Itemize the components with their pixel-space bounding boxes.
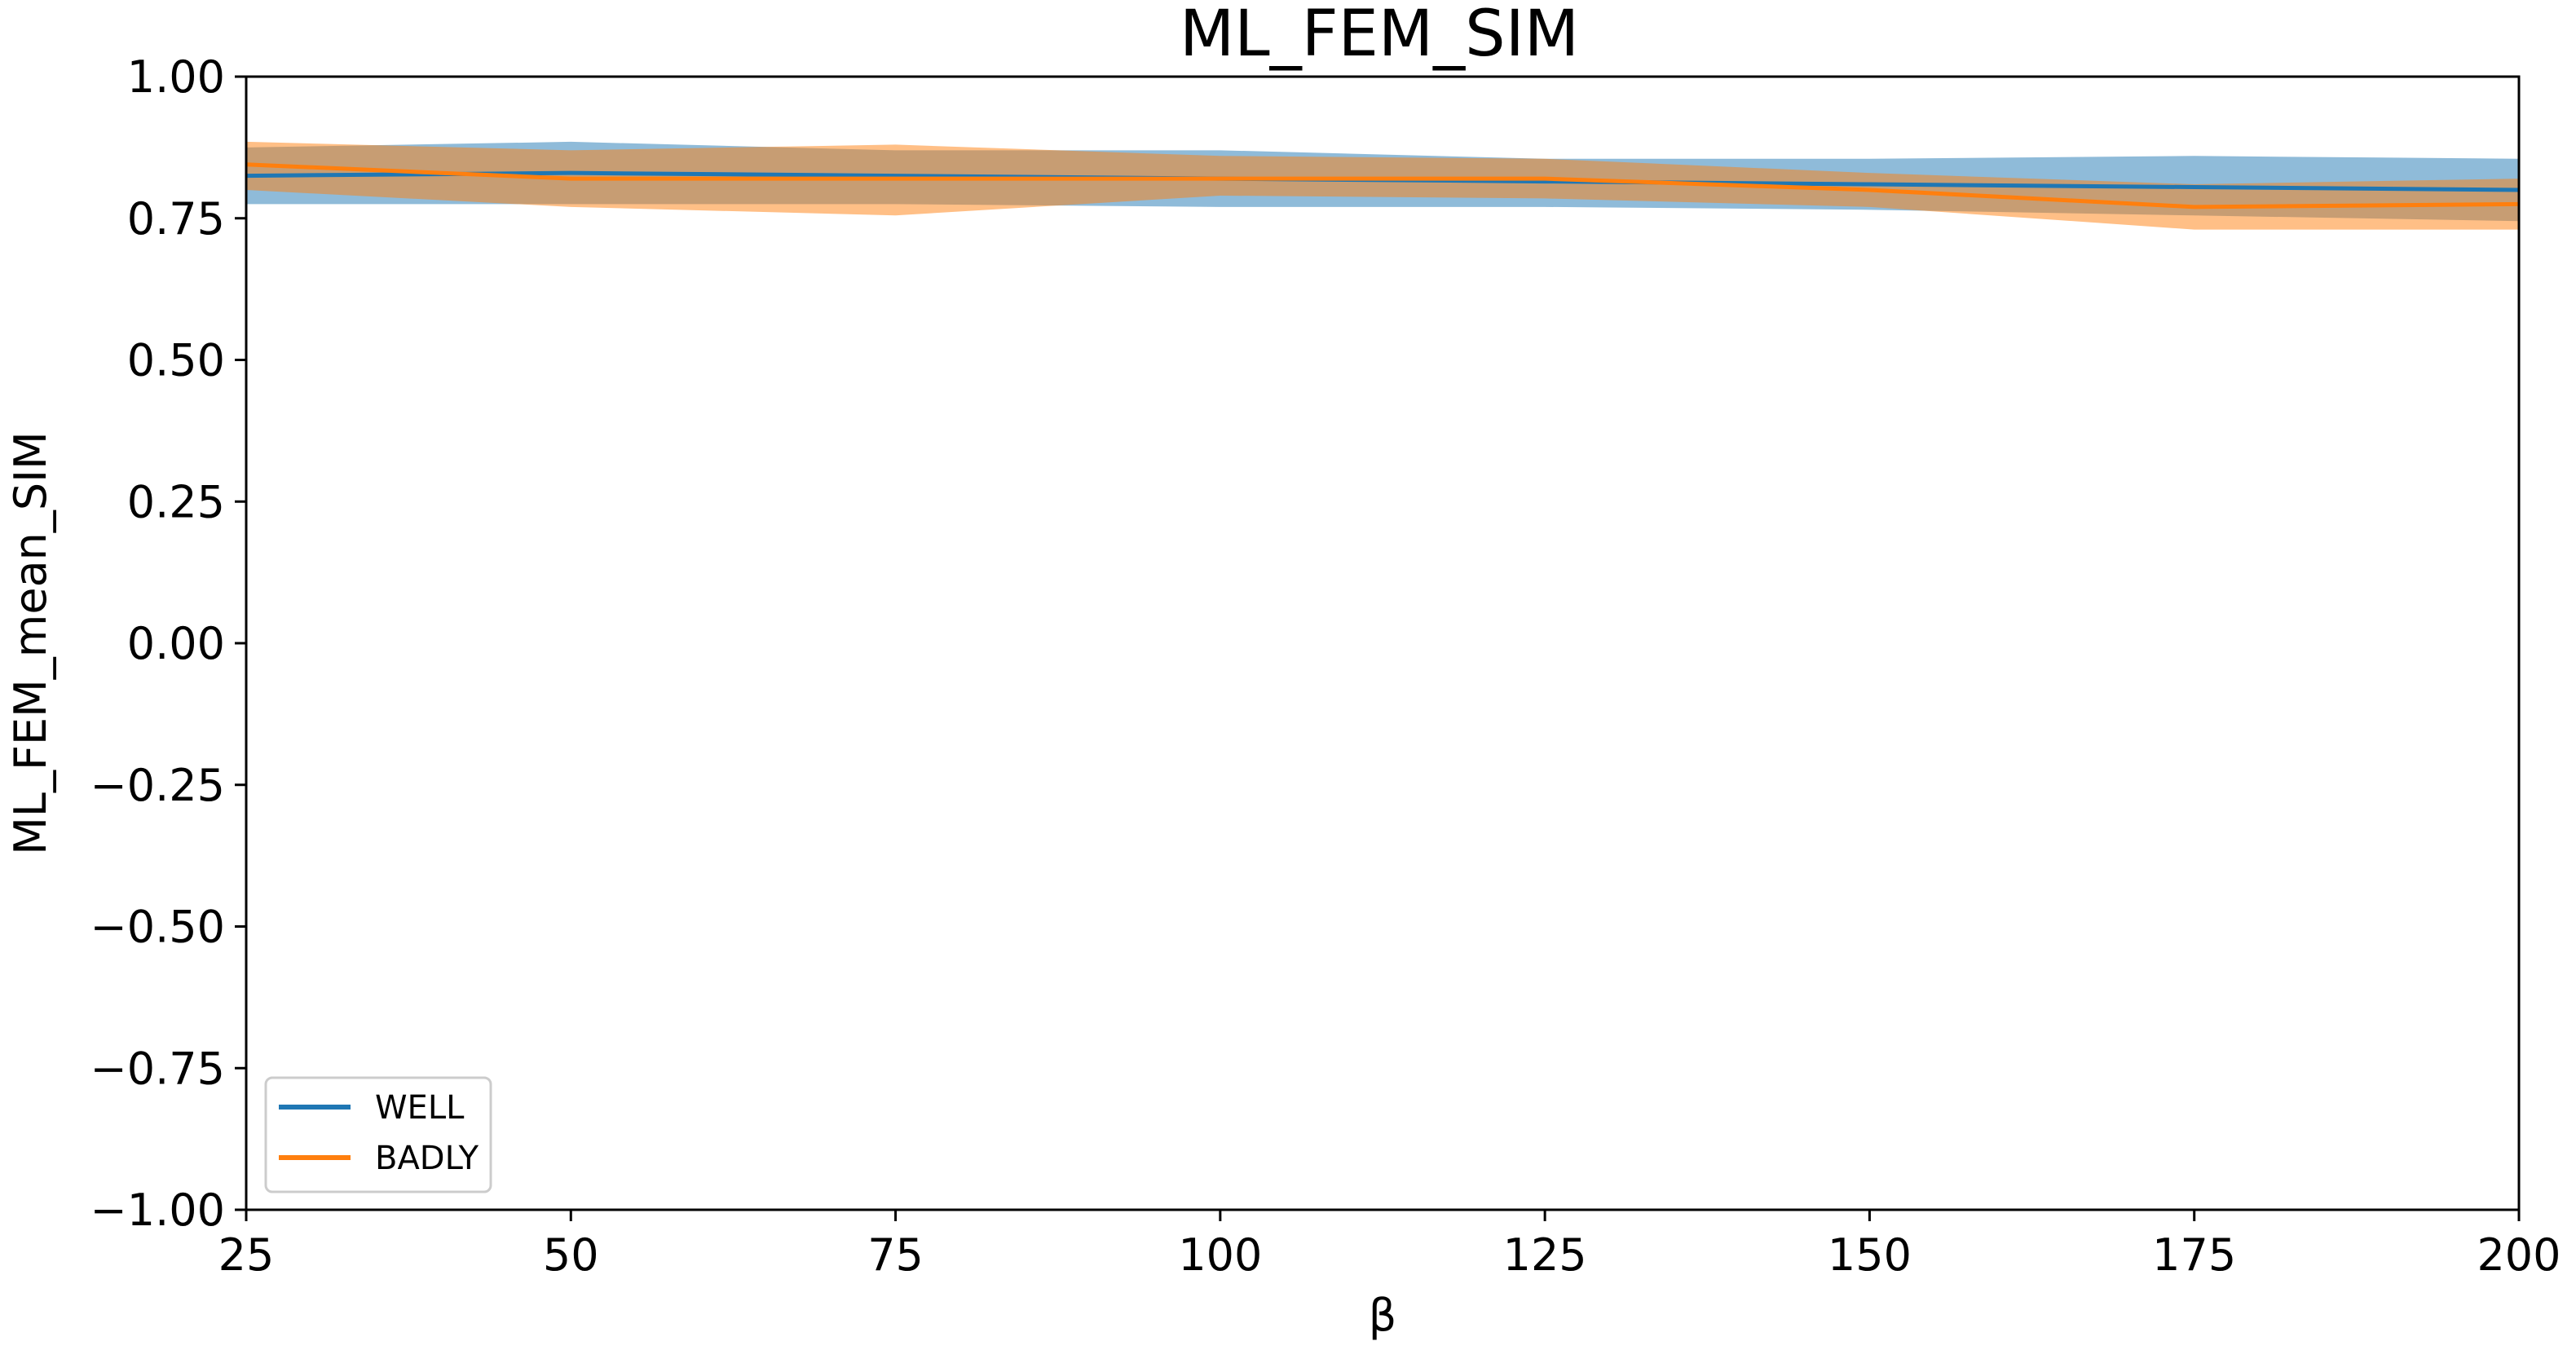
series-lines: [245, 162, 2520, 210]
y-tick-label: 0.50: [127, 335, 225, 386]
x-axis-label: β: [1369, 1290, 1396, 1341]
y-tick-label: −0.25: [90, 760, 225, 811]
x-tick-label: 200: [2477, 1229, 2561, 1281]
y-tick-label: 1.00: [127, 51, 225, 103]
x-tick-label: 175: [2152, 1229, 2236, 1281]
line-badly: [245, 162, 2520, 210]
y-tick-label: 0.25: [127, 476, 225, 527]
x-tick-label: 100: [1178, 1229, 1262, 1281]
x-axis-ticks: 25 50 75 100 125 150 175 200: [218, 1210, 2561, 1281]
legend: WELL BADLY: [264, 1076, 492, 1193]
x-tick-label: 25: [218, 1229, 275, 1281]
y-tick-label: −0.50: [90, 902, 225, 953]
legend-label-well: WELL: [375, 1089, 465, 1127]
y-tick-label: 0.00: [127, 618, 225, 669]
x-tick-label: 125: [1503, 1229, 1587, 1281]
x-tick-label: 150: [1828, 1229, 1912, 1281]
x-tick-label: 75: [867, 1229, 924, 1281]
y-tick-label: −1.00: [90, 1185, 225, 1236]
y-axis-label: ML_FEM_mean_SIM: [5, 431, 56, 854]
x-tick-label: 50: [543, 1229, 599, 1281]
y-axis-ticks: 1.00 0.75 0.50 0.25 0.00 −0.25 −0.50 −0.75 −1.00: [90, 51, 246, 1236]
y-tick-label: −0.75: [90, 1043, 225, 1094]
legend-label-badly: BADLY: [375, 1140, 479, 1177]
band-badly: [246, 141, 2519, 230]
y-tick-label: 0.75: [127, 193, 225, 245]
chart-title: ML_FEM_SIM: [1180, 0, 1579, 71]
